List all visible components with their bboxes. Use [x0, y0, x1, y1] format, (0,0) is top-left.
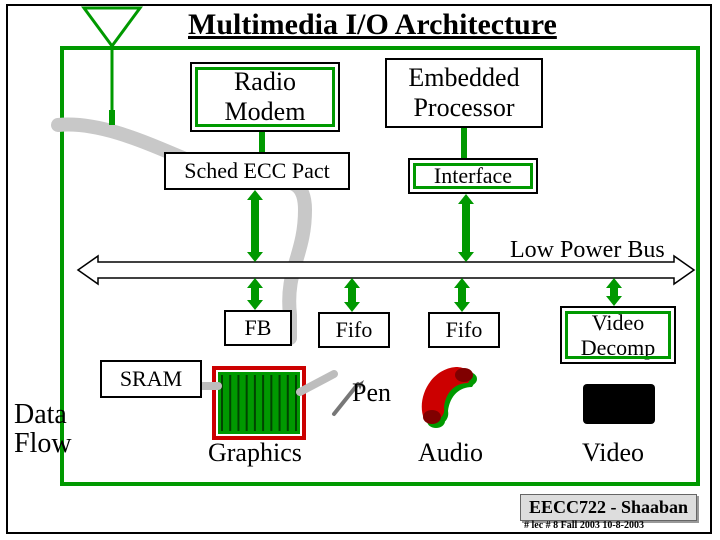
audio-label: Audio: [418, 438, 483, 468]
architecture-frame: [60, 46, 700, 486]
sched-ecc-pact-label: Sched ECC Pact: [184, 158, 329, 183]
video-label: Video: [582, 438, 644, 468]
fb-box: FB: [224, 310, 292, 346]
embedded-processor-box: EmbeddedProcessor: [385, 58, 543, 128]
fifo-2-label: Fifo: [446, 317, 483, 342]
sram-label: SRAM: [120, 366, 182, 391]
page-title: Multimedia I/O Architecture: [188, 8, 557, 42]
video-decomp-box: VideoDecomp: [560, 306, 676, 364]
fifo-1-box: Fifo: [318, 312, 390, 348]
fifo-1-label: Fifo: [336, 317, 373, 342]
interface-box: Interface: [408, 158, 538, 194]
sched-ecc-pact-box: Sched ECC Pact: [164, 152, 350, 190]
fifo-2-box: Fifo: [428, 312, 500, 348]
low-power-bus-label: Low Power Bus: [510, 237, 665, 264]
radio-modem-box: RadioModem: [190, 62, 340, 132]
credit-badge: EECC722 - Shaaban: [520, 494, 697, 521]
subcredit-text: # lec # 8 Fall 2003 10-8-2003: [524, 520, 644, 531]
fb-label: FB: [245, 315, 272, 340]
sram-box: SRAM: [100, 360, 202, 398]
embedded-processor-label: EmbeddedProcessor: [408, 63, 519, 123]
data-flow-label: DataFlow: [14, 400, 72, 459]
graphics-label: Graphics: [208, 438, 302, 468]
pen-label: Pen: [352, 378, 391, 408]
